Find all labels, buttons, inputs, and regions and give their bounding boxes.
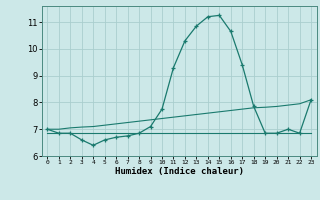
X-axis label: Humidex (Indice chaleur): Humidex (Indice chaleur) [115, 167, 244, 176]
